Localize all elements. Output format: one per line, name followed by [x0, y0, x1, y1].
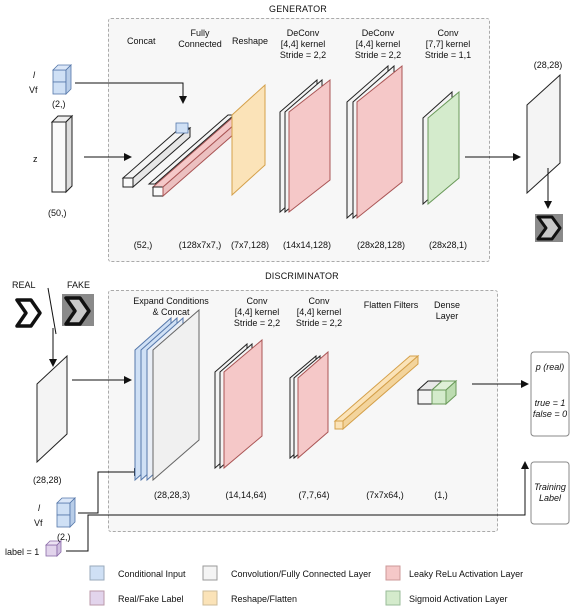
label-fc-line1: Fully — [190, 28, 210, 38]
training-label-box — [530, 461, 570, 525]
disc-input-l: l — [38, 503, 40, 513]
legend-swatch-sigmoid — [385, 590, 401, 606]
preal-true: true = 1 — [534, 398, 566, 408]
gen-input-vf: Vf — [29, 85, 38, 95]
label-reshape: Reshape — [231, 36, 269, 46]
disc-condition-input — [56, 497, 76, 528]
real-fake-label-input — [45, 540, 62, 557]
fc-layer — [147, 114, 244, 198]
disc-conv2-layer — [289, 350, 329, 460]
generated-sample-icon — [535, 214, 563, 242]
gen-input-z: z — [33, 154, 38, 164]
label-dconv1-b: [4,4] kernel — [234, 307, 280, 317]
flatten-layer — [333, 354, 420, 431]
gen-output-image — [526, 73, 561, 195]
label-deconv2-b: [4,4] kernel — [355, 39, 401, 49]
label-dconv1-c: Stride = 2,2 — [233, 318, 281, 328]
label-dense-b: Layer — [435, 311, 459, 321]
fake-label: FAKE — [67, 280, 91, 290]
disc-input-image — [36, 354, 68, 464]
label-dconv2-a: Conv — [308, 296, 330, 306]
shape-flatten: (7x7x64,) — [366, 490, 404, 500]
real-fake-label-text: label = 1 — [5, 547, 40, 557]
legend — [89, 565, 401, 606]
generator-title: GENERATOR — [269, 4, 327, 14]
legend-swatch-reshape — [202, 590, 218, 606]
label-expand-b: & Concat — [152, 307, 190, 317]
gen-input-l: l — [33, 70, 35, 80]
shape-dense: (1,) — [434, 490, 448, 500]
label-conv-a: Conv — [437, 28, 459, 38]
label-deconv2-c: Stride = 2,2 — [354, 50, 402, 60]
disc-image-shape: (28,28) — [33, 475, 62, 485]
shape-deconv2: (28x28,128) — [356, 240, 406, 250]
arrow-label-to-training — [66, 461, 529, 552]
label-fc-line2: Connected — [178, 39, 222, 49]
label-deconv1-b: [4,4] kernel — [280, 39, 326, 49]
gen-input-z-shape: (50,) — [48, 208, 67, 218]
arrow-condition-to-concat — [78, 468, 142, 514]
shape-deconv1: (14x14,128) — [282, 240, 332, 250]
slash-divider — [47, 287, 57, 335]
label-flatten: Flatten Filters — [363, 300, 419, 310]
label-conv-c: Stride = 1,1 — [424, 50, 472, 60]
deconv2-layer — [346, 64, 403, 220]
gen-output-shape: (28,28) — [533, 60, 563, 70]
label-dconv2-b: [4,4] kernel — [296, 307, 342, 317]
label-conv-b: [7,7] kernel — [425, 39, 471, 49]
deconv1-layer — [279, 78, 331, 214]
gen-input-l-shape: (2,) — [52, 99, 66, 109]
training-label-a: Training — [534, 482, 566, 492]
label-dconv2-c: Stride = 2,2 — [295, 318, 343, 328]
legend-real-fake: Real/Fake Label — [118, 594, 184, 604]
dense-layer — [416, 379, 458, 406]
legend-swatch-conditional-input — [89, 565, 105, 581]
preal-title: p (real) — [535, 362, 565, 372]
gen-conv-layer — [422, 90, 460, 206]
fake-sample-icon — [62, 294, 94, 326]
label-dense-a: Dense — [433, 300, 461, 310]
legend-conv-fc: Convolution/Fully Connected Layer — [231, 569, 372, 579]
legend-reshape: Reshape/Flatten — [231, 594, 298, 604]
label-expand-a: Expand Conditions — [133, 296, 209, 306]
arrow-condition-to-fc — [75, 82, 187, 104]
label-dconv1-a: Conv — [246, 296, 268, 306]
label-deconv1-c: Stride = 2,2 — [279, 50, 327, 60]
shape-dconv2: (7,7,64) — [298, 490, 330, 500]
gen-z-input — [50, 114, 74, 194]
discriminator-title: DISCRIMINATOR — [265, 271, 339, 281]
label-deconv2-a: DeConv — [361, 28, 395, 38]
expand-concat-layer — [134, 308, 200, 482]
real-sample-icon — [15, 298, 42, 328]
shape-reshape: (7x7,128) — [230, 240, 270, 250]
label-concat: Concat — [127, 36, 156, 46]
legend-swatch-leaky-relu — [385, 565, 401, 581]
shape-expand: (28,28,3) — [153, 490, 191, 500]
preal-false: false = 0 — [532, 409, 568, 419]
shape-dconv1: (14,14,64) — [225, 490, 267, 500]
real-label: REAL — [12, 280, 36, 290]
legend-conditional-input: Conditional Input — [118, 569, 186, 579]
disc-input-vf: Vf — [34, 518, 43, 528]
legend-swatch-real-fake — [89, 590, 105, 606]
legend-swatch-conv-fc — [202, 565, 218, 581]
disc-input-l-shape: (2,) — [57, 532, 71, 542]
reshape-layer — [231, 83, 266, 197]
preal-box — [530, 351, 570, 437]
shape-conv: (28x28,1) — [428, 240, 468, 250]
shape-concat: (52,) — [133, 240, 153, 250]
shape-fc: (128x7x7,) — [178, 240, 222, 250]
disc-conv1-layer — [214, 338, 263, 470]
legend-leaky-relu: Leaky ReLu Activation Layer — [409, 569, 524, 579]
concat-layer — [121, 122, 192, 189]
training-label-b: Label — [538, 493, 562, 503]
legend-sigmoid: Sigmoid Activation Layer — [409, 594, 508, 604]
label-deconv1-a: DeConv — [286, 28, 320, 38]
gen-condition-input — [52, 64, 72, 95]
